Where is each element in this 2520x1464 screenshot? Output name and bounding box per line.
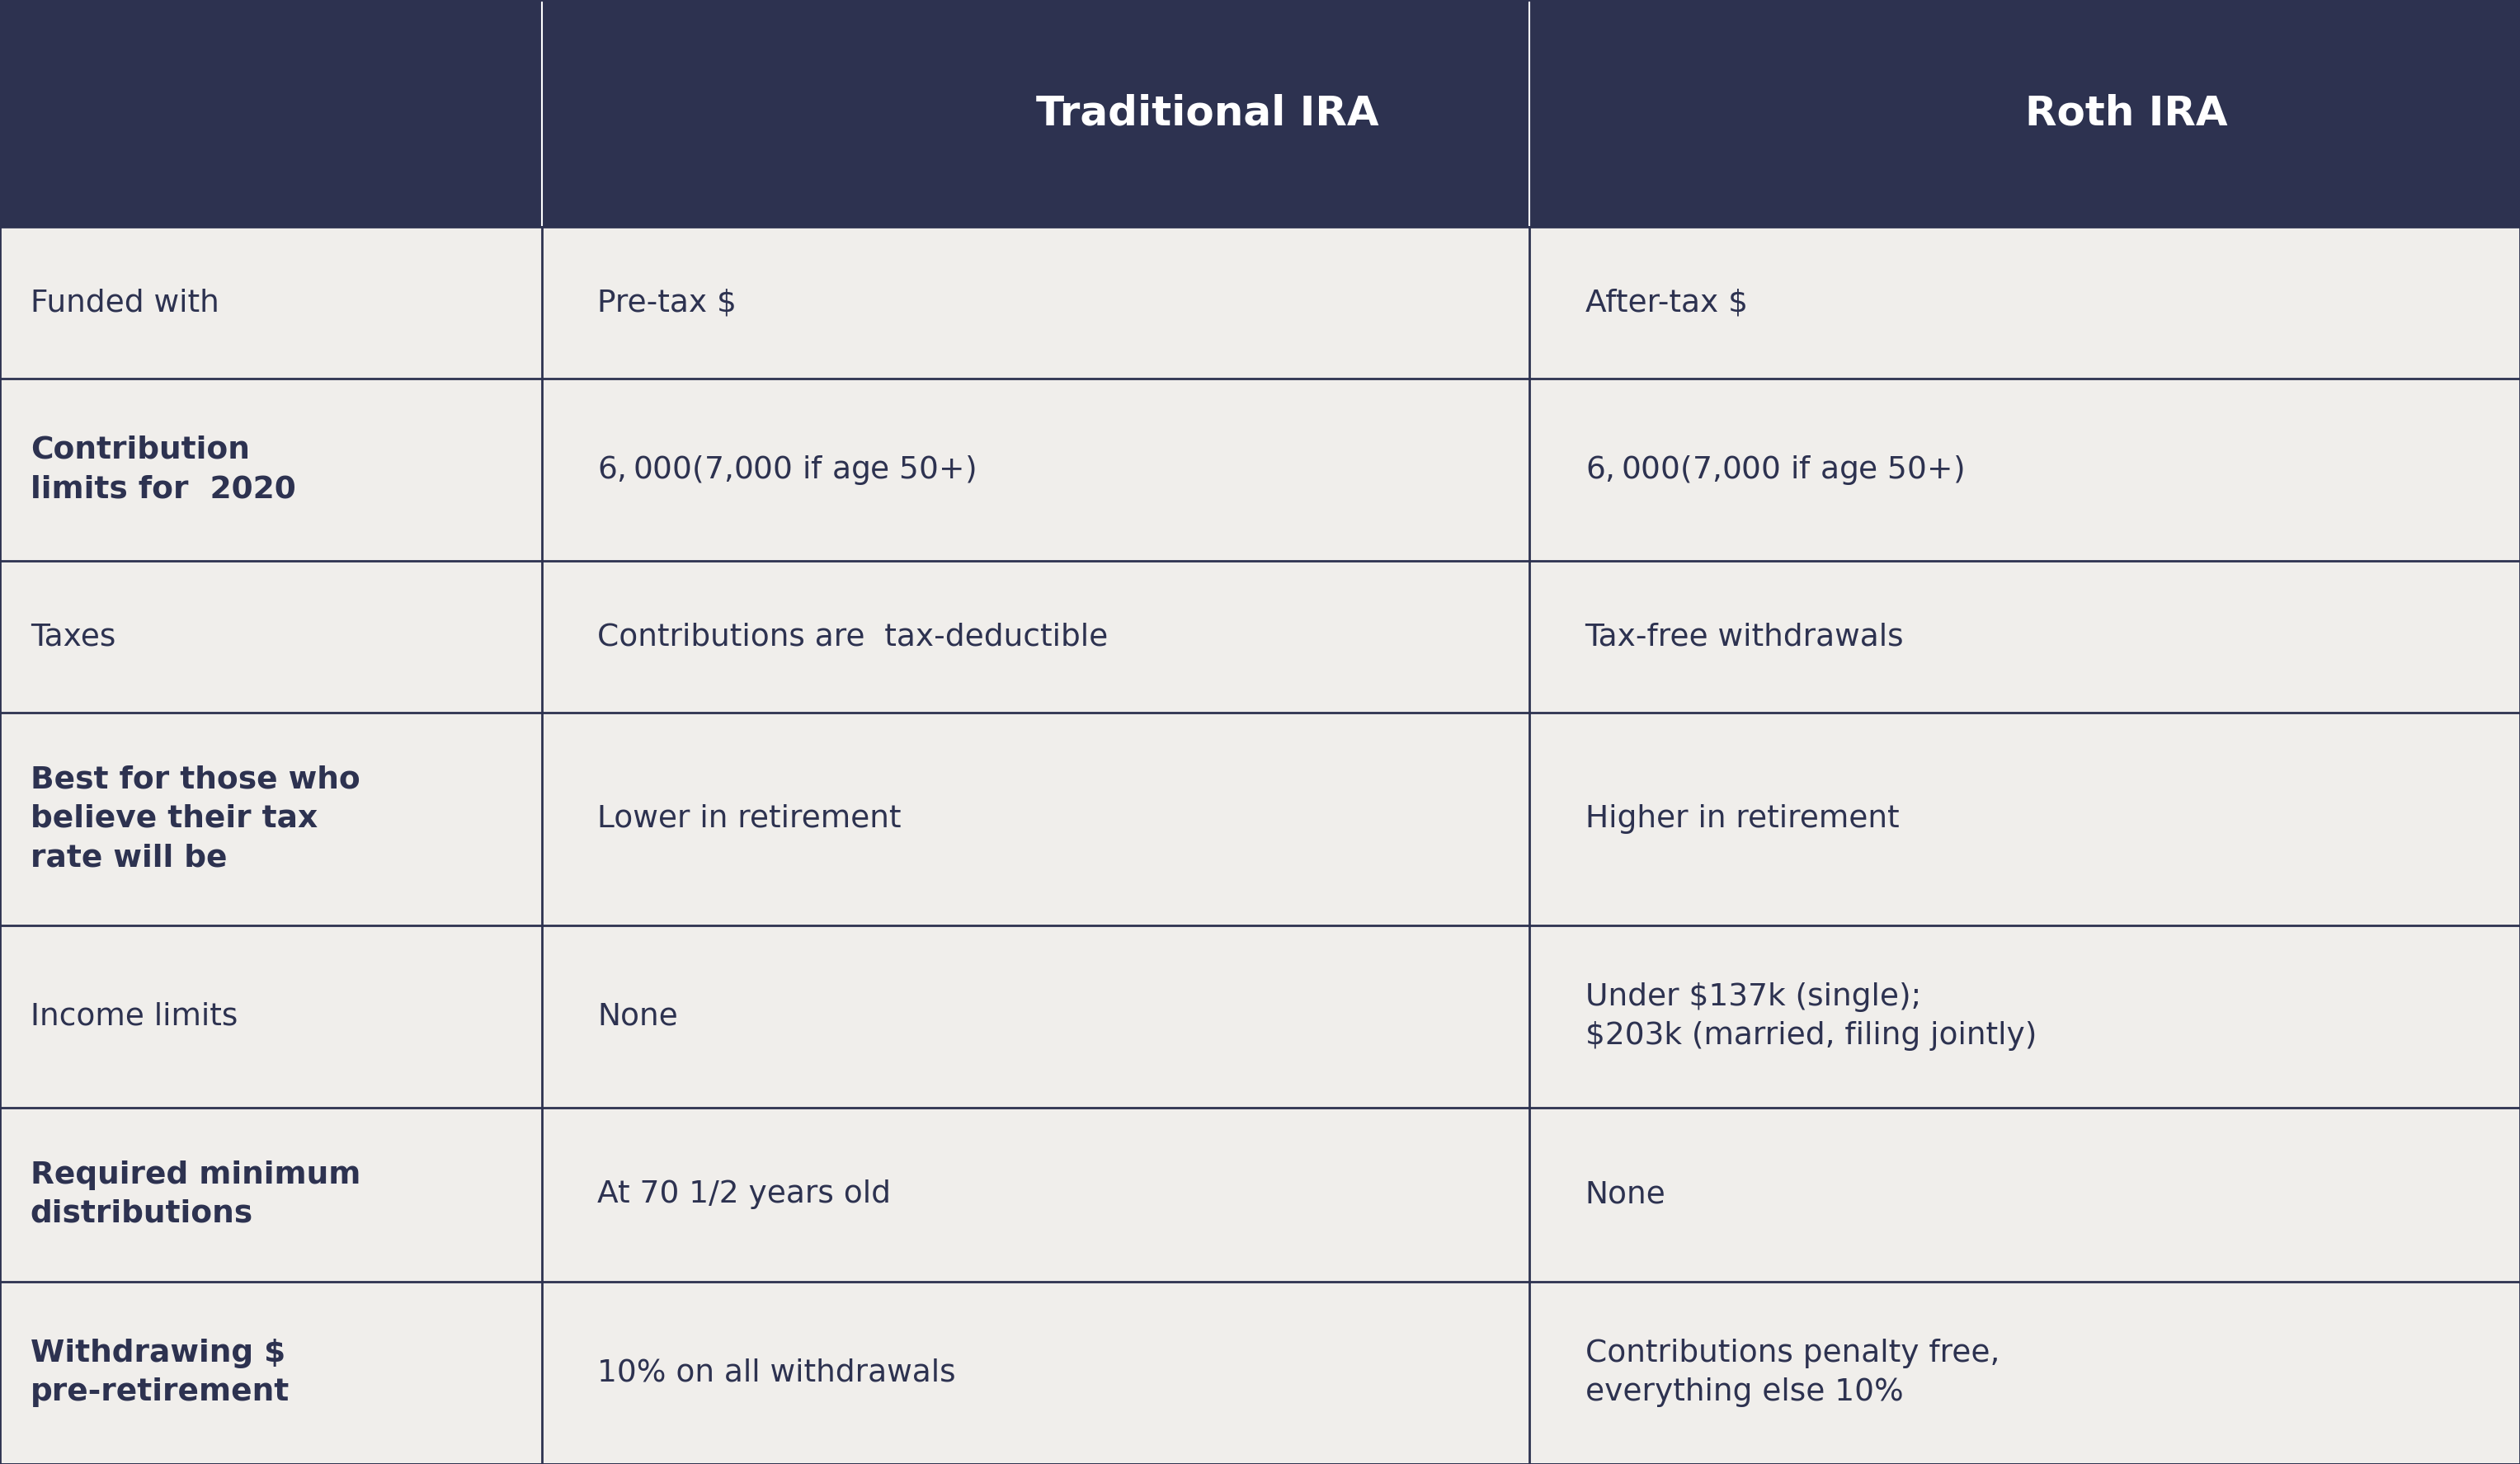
Text: Under $137k (single);
$203k (married, filing jointly): Under $137k (single); $203k (married, fi… — [1585, 982, 2036, 1051]
Text: Contribution
limits for  2020: Contribution limits for 2020 — [30, 435, 295, 504]
Text: Pre-tax $: Pre-tax $ — [597, 288, 736, 318]
Text: Higher in retirement: Higher in retirement — [1585, 804, 1900, 833]
Text: Tax-free withdrawals: Tax-free withdrawals — [1585, 622, 1905, 651]
Text: Contributions are  tax-deductible: Contributions are tax-deductible — [597, 622, 1109, 651]
Text: None: None — [597, 1001, 678, 1031]
Bar — [0, 561, 2520, 713]
Bar — [0, 925, 2520, 1107]
Text: Withdrawing $
pre-retirement: Withdrawing $ pre-retirement — [30, 1338, 290, 1407]
Bar — [0, 1282, 2520, 1464]
Text: After-tax $: After-tax $ — [1585, 288, 1746, 318]
Text: At 70 1/2 years old: At 70 1/2 years old — [597, 1180, 892, 1209]
Text: Required minimum
distributions: Required minimum distributions — [30, 1161, 360, 1228]
Bar — [0, 1107, 2520, 1282]
Text: $6,000 ($7,000 if age 50+): $6,000 ($7,000 if age 50+) — [597, 454, 975, 486]
Text: Best for those who
believe their tax
rate will be: Best for those who believe their tax rat… — [30, 766, 360, 873]
Text: 10% on all withdrawals: 10% on all withdrawals — [597, 1359, 955, 1388]
Text: Funded with: Funded with — [30, 288, 219, 318]
Bar — [0, 0, 2520, 227]
Text: Roth IRA: Roth IRA — [2026, 94, 2228, 133]
Text: Contributions penalty free,
everything else 10%: Contributions penalty free, everything e… — [1585, 1338, 1998, 1407]
Text: Income limits: Income limits — [30, 1001, 237, 1031]
Bar — [0, 227, 2520, 379]
Bar — [0, 713, 2520, 925]
Bar — [0, 379, 2520, 561]
Text: Traditional IRA: Traditional IRA — [1036, 94, 1378, 133]
Text: Lower in retirement: Lower in retirement — [597, 804, 902, 833]
Text: $6,000 ($7,000 if age 50+): $6,000 ($7,000 if age 50+) — [1585, 454, 1963, 486]
Text: Taxes: Taxes — [30, 622, 116, 651]
Text: None: None — [1585, 1180, 1666, 1209]
